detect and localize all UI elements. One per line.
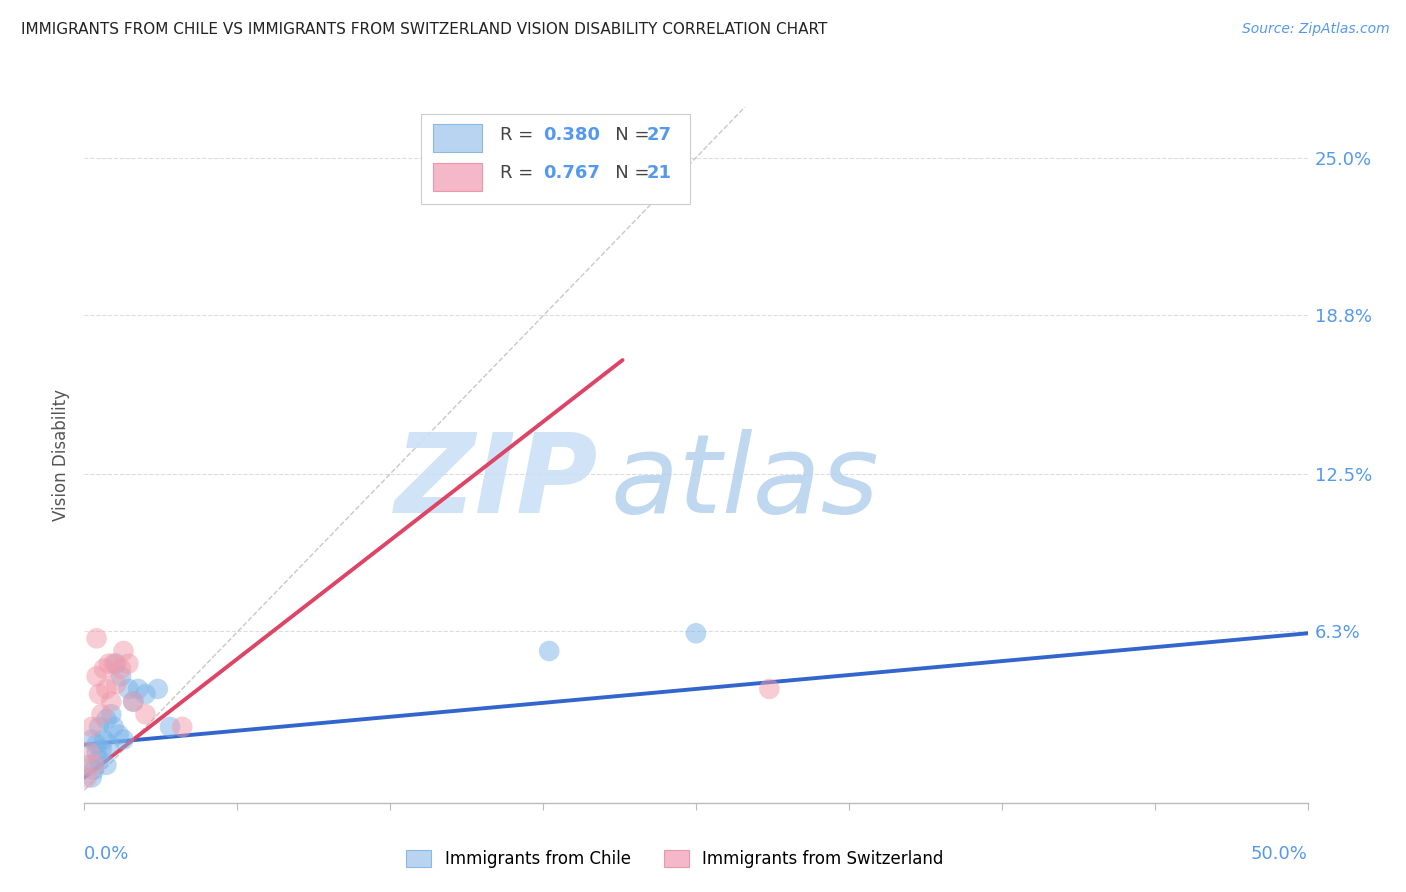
Point bbox=[96, 757, 118, 772]
Point bbox=[100, 707, 122, 722]
Point bbox=[87, 687, 110, 701]
Point bbox=[105, 677, 128, 691]
Point bbox=[122, 695, 145, 709]
Point bbox=[105, 657, 128, 671]
Point bbox=[146, 681, 169, 696]
Point bbox=[135, 687, 157, 701]
Point bbox=[80, 732, 103, 747]
Point bbox=[538, 644, 561, 658]
Text: ZIP: ZIP bbox=[395, 429, 598, 536]
Point bbox=[110, 662, 132, 676]
Point bbox=[117, 681, 139, 696]
Text: IMMIGRANTS FROM CHILE VS IMMIGRANTS FROM SWITZERLAND VISION DISABILITY CORRELATI: IMMIGRANTS FROM CHILE VS IMMIGRANTS FROM… bbox=[21, 22, 828, 37]
Point bbox=[103, 657, 125, 671]
Text: Source: ZipAtlas.com: Source: ZipAtlas.com bbox=[1241, 22, 1389, 37]
Point bbox=[758, 681, 780, 696]
Point bbox=[112, 644, 135, 658]
Text: N =: N = bbox=[598, 164, 655, 182]
Point bbox=[93, 732, 115, 747]
Point bbox=[77, 757, 100, 772]
Point bbox=[86, 745, 108, 759]
Point bbox=[80, 720, 103, 734]
Point bbox=[122, 695, 145, 709]
FancyBboxPatch shape bbox=[420, 114, 690, 204]
Point bbox=[80, 771, 103, 785]
Point bbox=[83, 763, 105, 777]
Text: 0.767: 0.767 bbox=[543, 164, 600, 182]
Point bbox=[86, 632, 108, 646]
Text: R =: R = bbox=[501, 126, 540, 144]
Point bbox=[107, 727, 129, 741]
Point bbox=[117, 657, 139, 671]
Text: 27: 27 bbox=[647, 126, 672, 144]
Point bbox=[93, 662, 115, 676]
Point bbox=[87, 753, 110, 767]
Point bbox=[76, 771, 98, 785]
Point bbox=[159, 720, 181, 734]
Point bbox=[127, 681, 149, 696]
Point bbox=[172, 720, 194, 734]
Point bbox=[77, 745, 100, 759]
FancyBboxPatch shape bbox=[433, 124, 482, 153]
Point bbox=[90, 707, 112, 722]
Legend: Immigrants from Chile, Immigrants from Switzerland: Immigrants from Chile, Immigrants from S… bbox=[399, 843, 950, 875]
Point bbox=[110, 669, 132, 683]
Point bbox=[86, 738, 108, 752]
Text: 0.380: 0.380 bbox=[543, 126, 600, 144]
Point bbox=[97, 738, 120, 752]
Point bbox=[100, 695, 122, 709]
FancyBboxPatch shape bbox=[433, 162, 482, 191]
Point bbox=[87, 720, 110, 734]
Point bbox=[135, 707, 157, 722]
Point bbox=[86, 669, 108, 683]
Text: atlas: atlas bbox=[610, 429, 879, 536]
Y-axis label: Vision Disability: Vision Disability bbox=[52, 389, 70, 521]
Point bbox=[90, 742, 112, 756]
Point bbox=[96, 681, 118, 696]
Text: N =: N = bbox=[598, 126, 655, 144]
Text: R =: R = bbox=[501, 164, 540, 182]
Point bbox=[97, 657, 120, 671]
Text: 50.0%: 50.0% bbox=[1251, 845, 1308, 863]
Point bbox=[83, 757, 105, 772]
Text: 21: 21 bbox=[647, 164, 672, 182]
Point bbox=[685, 626, 707, 640]
Point bbox=[96, 712, 118, 726]
Point bbox=[112, 732, 135, 747]
Point bbox=[103, 720, 125, 734]
Text: 0.0%: 0.0% bbox=[84, 845, 129, 863]
